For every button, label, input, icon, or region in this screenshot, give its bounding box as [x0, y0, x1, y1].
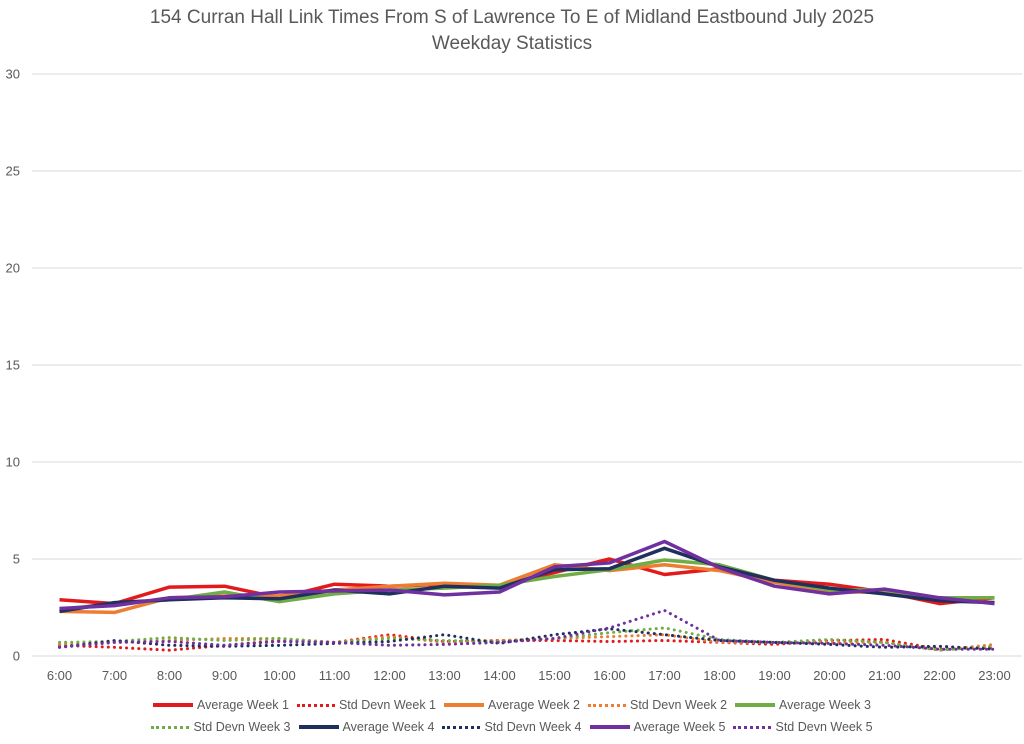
legend-row: Average Week 1 Std Devn Week 1 Average Wee…: [0, 694, 1024, 716]
legend-label: Average Week 2: [488, 698, 580, 712]
series-line-std-devn-week-4: [58, 627, 996, 651]
legend-item: Std Devn Week 2: [587, 698, 728, 712]
legend-label: Average Week 4: [342, 720, 435, 734]
x-tick-label: 15:00: [538, 668, 571, 683]
chart-title: 154 Curran Hall Link Times From S of Law…: [149, 7, 875, 28]
legend-item: Std Devn Week 3: [151, 720, 291, 734]
y-axis-ticks: 0 5 10 15 20 25 30: [6, 67, 20, 664]
legend-swatch: [589, 725, 630, 729]
x-tick-label: 21:00: [868, 668, 901, 683]
legend-item: Std Devn Week 1: [296, 698, 437, 712]
x-tick-label: 9:00: [212, 668, 237, 683]
x-tick-label: 10:00: [263, 668, 296, 683]
legend-label: Average Week 1: [197, 698, 289, 712]
x-tick-label: 7:00: [102, 668, 127, 683]
legend-row: Std Devn Week 3 Average Week 4 Std Devn We…: [0, 716, 1024, 738]
legend-swatch: [151, 725, 190, 729]
legend-item: Std Devn Week 4: [442, 720, 582, 734]
x-tick-label: 16:00: [593, 668, 626, 683]
y-tick-label: 30: [6, 67, 20, 82]
line-chart: 0 5 10 15 20 25 30 6:00 7:00 8:00 9:00 10:00 11:00 1…: [6, 67, 1022, 683]
y-tick-label: 5: [13, 552, 20, 567]
y-tick-label: 15: [6, 358, 20, 373]
legend-swatch: [298, 725, 339, 729]
legend-label: Average Week 5: [633, 720, 726, 734]
legend-label: Average Week 3: [779, 698, 871, 712]
x-tick-label: 17:00: [648, 668, 681, 683]
series-line-std-devn-week-3: [58, 626, 996, 652]
x-tick-label: 6:00: [47, 668, 72, 683]
legend-swatch: [442, 725, 481, 729]
y-tick-label: 0: [13, 649, 20, 664]
legend-item: Std Devn Week 5: [733, 720, 873, 734]
x-tick-label: 12:00: [373, 668, 406, 683]
series-line-average-week-3: [59, 558, 995, 612]
legend-swatch: [587, 703, 626, 707]
legend-swatch: [296, 703, 335, 707]
legend-label: Std Devn Week 5: [775, 720, 873, 734]
legend: Average Week 1 Std Devn Week 1 Average Wee…: [0, 694, 1024, 738]
x-tick-label: 8:00: [157, 668, 182, 683]
legend-item: Average Week 3: [735, 698, 871, 712]
legend-item: Average Week 1: [153, 698, 289, 712]
x-tick-label: 19:00: [758, 668, 791, 683]
legend-item: Average Week 2: [444, 698, 580, 712]
x-tick-label: 13:00: [428, 668, 461, 683]
legend-item: Average Week 4: [298, 720, 435, 734]
y-tick-label: 25: [6, 164, 20, 179]
legend-swatch: [735, 703, 776, 707]
x-tick-label: 22:00: [923, 668, 956, 683]
y-tick-label: 20: [6, 261, 20, 276]
gridlines: [32, 73, 1022, 657]
x-tick-label: 18:00: [703, 668, 736, 683]
x-tick-label: 20:00: [813, 668, 846, 683]
x-tick-label: 23:00: [978, 668, 1011, 683]
y-tick-label: 10: [6, 455, 20, 470]
legend-item: Average Week 5: [589, 720, 726, 734]
legend-label: Std Devn Week 1: [338, 698, 437, 712]
series-lines: [58, 539, 996, 652]
legend-swatch: [733, 725, 772, 729]
legend-label: Std Devn Week 4: [484, 720, 582, 734]
legend-label: Std Devn Week 3: [193, 720, 291, 734]
series-line-average-week-5: [59, 539, 995, 611]
legend-label: Std Devn Week 2: [629, 698, 728, 712]
legend-swatch: [153, 703, 193, 707]
legend-swatch: [444, 703, 485, 707]
chart-subtitle: Weekday Statistics: [431, 33, 593, 54]
series-line-std-devn-week-5: [58, 608, 996, 651]
x-tick-label: 11:00: [319, 668, 351, 683]
x-tick-label: 14:00: [483, 668, 516, 683]
x-axis-ticks: 6:00 7:00 8:00 9:00 10:00 11:00 12:00 13:00 14:0…: [47, 668, 1011, 683]
